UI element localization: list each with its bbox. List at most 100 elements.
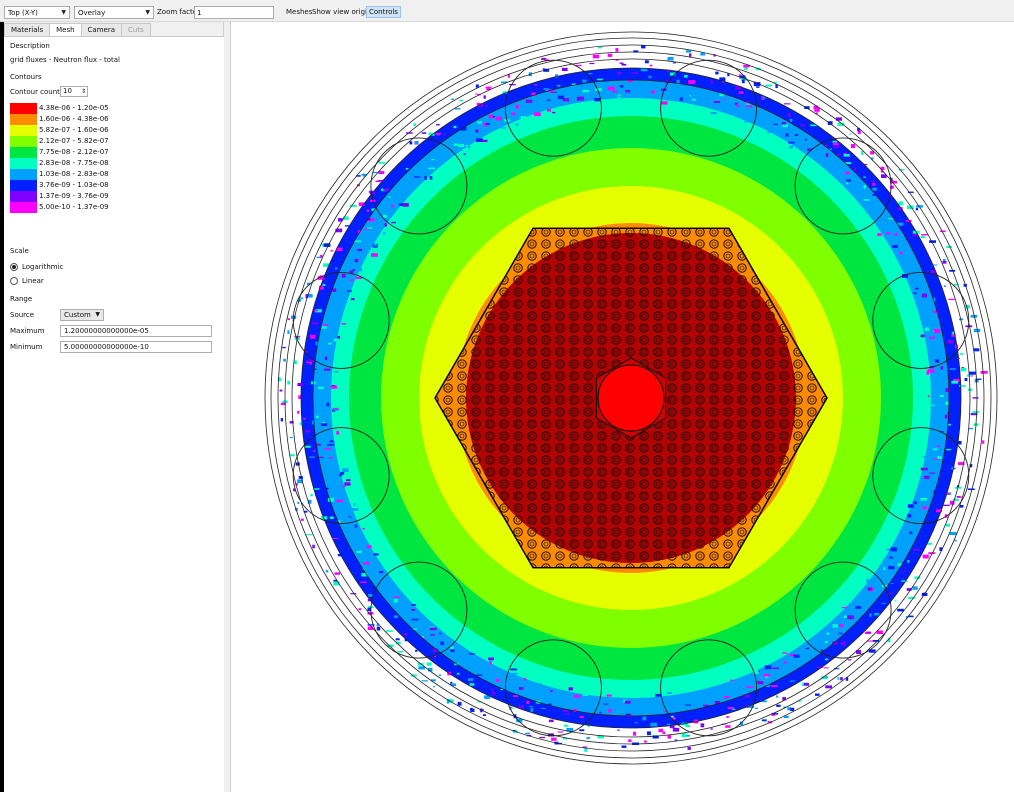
legend-swatch <box>10 147 37 158</box>
flux-speckle <box>366 545 372 549</box>
render-viewport[interactable] <box>230 22 1014 792</box>
flux-speckle <box>368 218 375 222</box>
flux-plot[interactable] <box>231 22 1014 792</box>
flux-speckle <box>442 651 450 655</box>
flux-speckle <box>537 703 543 707</box>
flux-speckle <box>863 176 866 178</box>
flux-speckle <box>289 454 295 457</box>
tab-mesh[interactable]: Mesh <box>49 23 82 36</box>
flux-speckle <box>327 497 334 502</box>
tab-materials[interactable]: Materials <box>4 23 51 36</box>
flux-speckle <box>948 298 955 300</box>
flux-speckle <box>684 75 688 78</box>
flux-speckle <box>541 57 547 60</box>
flux-speckle <box>293 488 296 492</box>
flux-speckle <box>745 103 751 105</box>
flux-speckle <box>312 322 319 325</box>
flux-speckle <box>628 739 632 743</box>
flux-speckle <box>310 334 316 339</box>
flux-speckle <box>922 554 929 559</box>
flux-speckle <box>525 732 531 735</box>
flux-speckle <box>956 496 960 498</box>
flux-speckle <box>872 640 880 642</box>
flux-speckle <box>587 725 590 728</box>
flux-speckle <box>767 131 771 133</box>
flux-speckle <box>367 612 374 615</box>
flux-speckle <box>359 538 362 541</box>
flux-speckle <box>666 723 671 726</box>
flux-speckle <box>415 649 418 652</box>
flux-speckle <box>482 139 487 142</box>
flux-speckle <box>367 624 375 626</box>
vessel-ring <box>264 31 998 765</box>
flux-speckle <box>807 148 812 151</box>
flux-speckle <box>805 138 808 141</box>
flux-speckle <box>303 510 308 513</box>
flux-speckle <box>394 615 398 618</box>
flux-speckle <box>615 59 619 61</box>
mode-select[interactable]: Overlay ▼ <box>74 6 154 19</box>
spin-arrows-icon[interactable]: ⇕ <box>80 88 86 95</box>
flux-speckle <box>740 78 747 81</box>
show-view-origin-button[interactable]: Show view origin <box>312 8 372 16</box>
flux-speckle <box>764 665 772 670</box>
flux-speckle <box>946 492 950 495</box>
controls-button[interactable]: Controls <box>366 6 401 18</box>
flux-speckle <box>363 562 370 565</box>
flux-speckle <box>823 667 829 669</box>
flux-speckle <box>713 101 721 103</box>
flux-speckle <box>566 713 570 715</box>
meshes-button[interactable]: Meshes <box>286 8 313 16</box>
flux-speckle <box>617 729 620 731</box>
flux-speckle <box>623 699 626 703</box>
flux-speckle <box>788 141 795 144</box>
source-select[interactable]: Custom ▼ <box>60 309 104 321</box>
flux-speckle <box>361 573 368 577</box>
flux-speckle <box>790 680 795 682</box>
contour-count-spinbox[interactable]: 10 ⇕ <box>60 86 88 97</box>
flux-speckle <box>330 385 338 389</box>
flux-speckle <box>899 251 903 255</box>
flux-speckle <box>512 672 518 675</box>
flux-speckle <box>430 679 436 682</box>
flux-speckle <box>367 626 374 630</box>
flux-speckle <box>710 80 714 84</box>
flux-speckle <box>340 333 346 338</box>
zoom-factor-input[interactable]: 1 <box>194 6 274 19</box>
legend-row: 4.38e-06 - 1.20e-05 <box>10 103 200 114</box>
flux-speckle <box>954 344 959 349</box>
flux-speckle <box>342 485 346 488</box>
flux-speckle <box>457 701 462 706</box>
flux-speckle <box>361 174 367 176</box>
flux-speckle <box>315 309 322 313</box>
maximum-input[interactable]: 1.20000000000000e-05 <box>60 325 212 337</box>
flux-speckle <box>709 698 714 701</box>
flux-speckle <box>394 596 400 599</box>
flux-speckle <box>340 471 345 475</box>
flux-speckle <box>932 264 938 266</box>
flux-speckle <box>287 330 290 334</box>
flux-speckle <box>973 328 981 333</box>
tab-camera[interactable]: Camera <box>80 23 123 36</box>
minimum-input[interactable]: 5.00000000000000e-10 <box>60 341 212 353</box>
flux-speckle <box>772 713 779 715</box>
logarithmic-radio[interactable] <box>10 263 18 271</box>
source-select-value: Custom <box>64 311 91 319</box>
flux-speckle <box>631 72 639 74</box>
maximum-label: Maximum <box>10 327 45 335</box>
flux-speckle <box>945 401 949 406</box>
flux-speckle <box>478 103 484 108</box>
linear-radio[interactable] <box>10 277 18 285</box>
flux-speckle <box>468 145 471 149</box>
view-select[interactable]: Top (X-Y) ▼ <box>4 6 70 19</box>
flux-speckle <box>939 547 943 551</box>
flux-speckle <box>395 638 400 641</box>
flux-speckle <box>356 550 362 554</box>
flux-speckle <box>550 91 557 93</box>
flux-speckle <box>378 161 386 164</box>
flux-speckle <box>943 259 946 261</box>
flux-speckle <box>756 86 760 88</box>
flux-speckle <box>820 649 824 652</box>
tab-cuts[interactable]: Cuts <box>121 23 151 36</box>
flux-speckle <box>619 85 624 88</box>
